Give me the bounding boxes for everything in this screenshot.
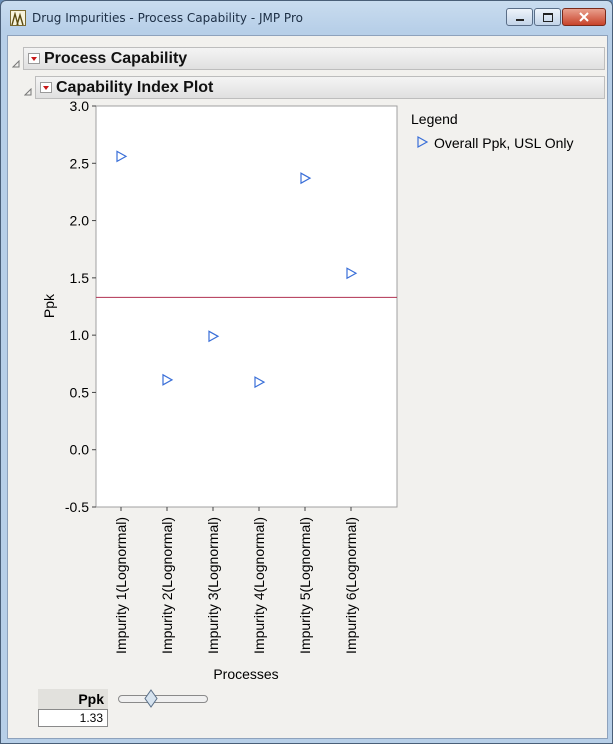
outline-capability-index-plot: Capability Index Plot <box>35 76 605 99</box>
legend-entry: Overall Ppk, USL Only <box>434 135 574 151</box>
maximize-button[interactable] <box>534 8 561 26</box>
y-tick-label: 2.5 <box>70 155 90 171</box>
x-axis-label: Processes <box>213 666 278 682</box>
outline-title: Capability Index Plot <box>56 79 214 96</box>
y-tick-label: 0.0 <box>70 442 90 458</box>
outline-title: Process Capability <box>44 50 188 67</box>
legend-marker-icon <box>417 135 429 149</box>
x-axis: Impurity 1(Lognormal) Impurity 2(Lognorma… <box>113 507 359 654</box>
x-tick-label: Impurity 1(Lognormal) <box>113 517 129 654</box>
close-button[interactable] <box>562 8 606 26</box>
close-icon <box>579 12 589 22</box>
report-area: Process Capability Capability Index Plot… <box>7 35 608 739</box>
data-point-marker[interactable] <box>162 373 174 386</box>
x-tick-label: Impurity 6(Lognormal) <box>343 517 359 654</box>
y-tick-label: 3.0 <box>70 100 90 114</box>
ppk-label: Ppk <box>38 689 108 709</box>
red-triangle-menu-icon[interactable] <box>40 82 52 93</box>
capability-index-plot: -0.5 0.0 0.5 1.0 1.5 2.0 2.5 3.0 Impurity 1(Log… <box>41 100 574 682</box>
data-point-marker[interactable] <box>116 150 128 163</box>
jmp-app-icon <box>10 10 26 26</box>
ppk-value-input[interactable]: 1.33 <box>38 709 108 727</box>
disclosure-process-capability-icon[interactable] <box>11 53 20 68</box>
maximize-icon <box>542 12 553 22</box>
window-title: Drug Impurities - Process Capability - J… <box>32 11 303 25</box>
x-tick-label: Impurity 3(Lognormal) <box>205 517 221 654</box>
y-tick-label: 1.0 <box>70 327 90 343</box>
y-tick-label: -0.5 <box>65 499 89 515</box>
data-point-marker[interactable] <box>300 172 312 185</box>
title-bar[interactable]: Drug Impurities - Process Capability - J… <box>1 1 612 35</box>
data-point-marker[interactable] <box>254 376 266 389</box>
legend-title: Legend <box>411 111 458 127</box>
y-tick-label: 0.5 <box>70 384 90 400</box>
outline-process-capability: Process Capability <box>23 47 605 70</box>
data-point-marker[interactable] <box>208 330 220 343</box>
y-axis-label: Ppk <box>41 293 57 318</box>
data-point-marker[interactable] <box>346 267 358 280</box>
ppk-slider-track[interactable] <box>118 695 208 703</box>
x-tick-label: Impurity 4(Lognormal) <box>251 517 267 654</box>
red-triangle-menu-icon[interactable] <box>28 53 40 64</box>
y-tick-label: 1.5 <box>70 270 90 286</box>
disclosure-capability-index-icon[interactable] <box>23 81 32 96</box>
x-tick-label: Impurity 5(Lognormal) <box>297 517 313 654</box>
y-axis: -0.5 0.0 0.5 1.0 1.5 2.0 2.5 3.0 <box>65 100 96 515</box>
y-tick-label: 2.0 <box>70 213 90 229</box>
ppk-control: Ppk 1.33 <box>38 689 108 727</box>
minimize-icon <box>515 19 524 21</box>
data-points <box>116 150 358 389</box>
minimize-button[interactable] <box>506 8 533 26</box>
plot-frame <box>95 105 398 508</box>
x-tick-label: Impurity 2(Lognormal) <box>159 517 175 654</box>
window-controls <box>505 8 606 26</box>
ppk-slider-thumb[interactable] <box>144 689 158 708</box>
